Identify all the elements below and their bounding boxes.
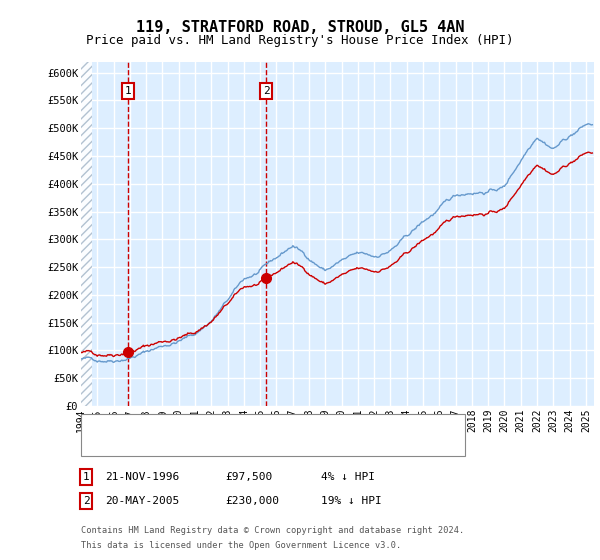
Text: 19% ↓ HPI: 19% ↓ HPI — [321, 496, 382, 506]
Text: 119, STRATFORD ROAD, STROUD, GL5 4AN: 119, STRATFORD ROAD, STROUD, GL5 4AN — [136, 20, 464, 35]
Text: 1: 1 — [83, 472, 89, 482]
Text: This data is licensed under the Open Government Licence v3.0.: This data is licensed under the Open Gov… — [81, 542, 401, 550]
Text: 21-NOV-1996: 21-NOV-1996 — [105, 472, 179, 482]
Text: 1: 1 — [125, 86, 131, 96]
Text: HPI: Average price, detached house, Stroud: HPI: Average price, detached house, Stro… — [118, 439, 380, 449]
Text: 119, STRATFORD ROAD, STROUD, GL5 4AN (detached house): 119, STRATFORD ROAD, STROUD, GL5 4AN (de… — [118, 422, 449, 432]
Text: Contains HM Land Registry data © Crown copyright and database right 2024.: Contains HM Land Registry data © Crown c… — [81, 526, 464, 535]
Text: 20-MAY-2005: 20-MAY-2005 — [105, 496, 179, 506]
Text: £230,000: £230,000 — [225, 496, 279, 506]
Text: 2: 2 — [263, 86, 270, 96]
Text: 4% ↓ HPI: 4% ↓ HPI — [321, 472, 375, 482]
Bar — [81, 62, 92, 406]
Text: £97,500: £97,500 — [225, 472, 272, 482]
Text: 2: 2 — [83, 496, 89, 506]
Text: Price paid vs. HM Land Registry's House Price Index (HPI): Price paid vs. HM Land Registry's House … — [86, 34, 514, 46]
